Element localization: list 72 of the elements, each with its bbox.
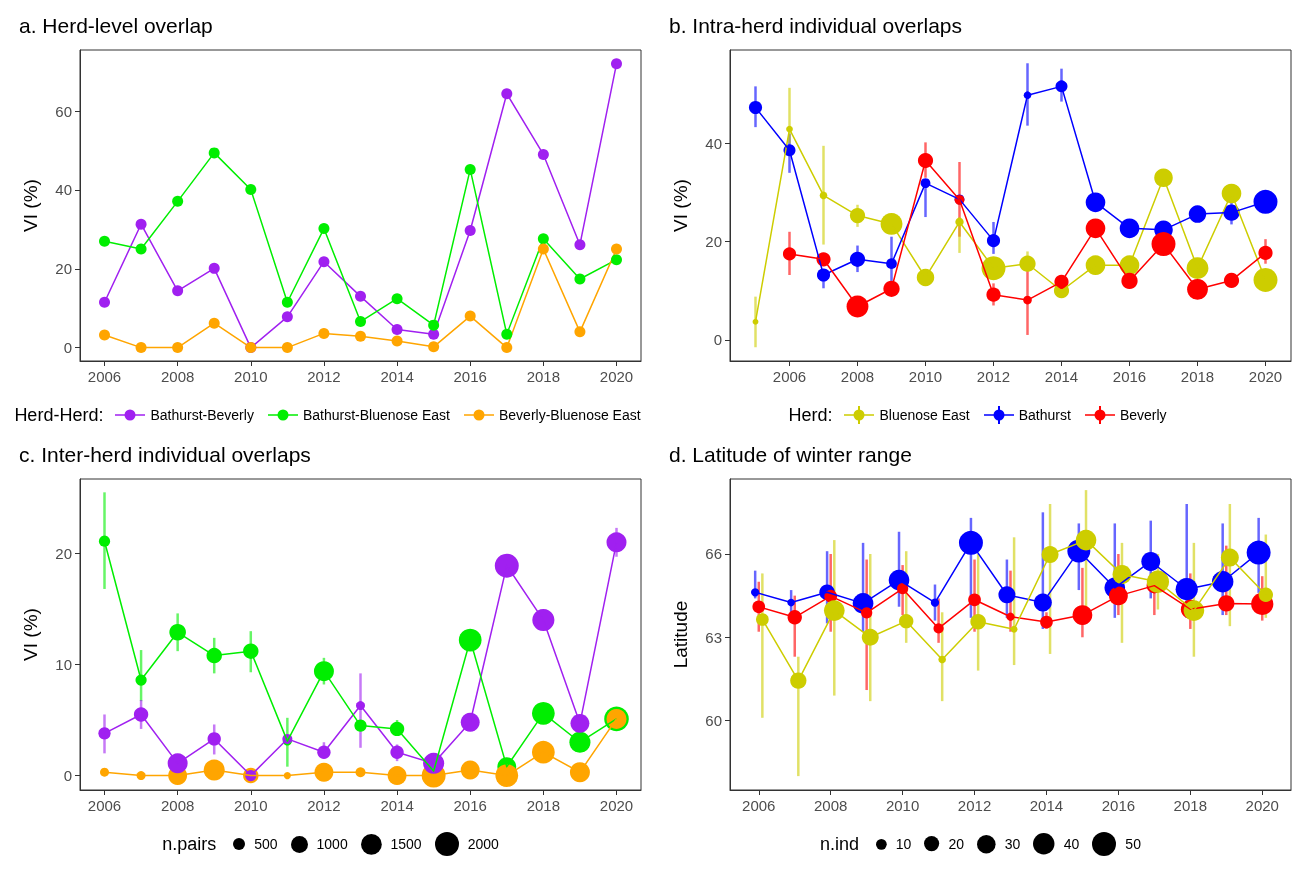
legend-label: 10 bbox=[895, 836, 912, 852]
legend-label: Bluenose East bbox=[879, 407, 970, 423]
chart-title: d. Latitude of winter range bbox=[669, 443, 912, 466]
legend-label: Beverly bbox=[1119, 407, 1167, 423]
legend-label: 2000 bbox=[467, 836, 499, 852]
y-tick-label: 20 bbox=[705, 233, 722, 251]
y-tick-label: 66 bbox=[705, 545, 722, 563]
x-tick-label: 2008 bbox=[840, 368, 875, 385]
y-tick-label: 20 bbox=[55, 260, 72, 278]
legend-title: Herd-Herd: bbox=[14, 404, 104, 426]
x-tick-label: 2020 bbox=[1245, 797, 1279, 814]
x-tick-label: 2020 bbox=[1248, 368, 1283, 385]
x-tick-label: 2010 bbox=[234, 797, 268, 814]
y-tick-label: 40 bbox=[55, 181, 72, 199]
x-tick-label: 2016 bbox=[453, 797, 487, 814]
x-tick-label: 2012 bbox=[957, 797, 992, 814]
legend-label: 20 bbox=[948, 835, 965, 852]
chart-title: b. Intra-herd individual overlaps bbox=[669, 14, 962, 37]
chart-title: c. Inter-herd individual overlaps bbox=[19, 443, 311, 466]
y-axis-title: VI (%) bbox=[20, 179, 41, 232]
x-tick-label: 2008 bbox=[814, 797, 848, 814]
x-tick-label: 2010 bbox=[908, 368, 943, 385]
x-tick-label: 2010 bbox=[234, 368, 268, 385]
y-tick-label: 60 bbox=[705, 712, 722, 730]
y-tick-label: 10 bbox=[55, 655, 72, 673]
x-tick-label: 2020 bbox=[599, 368, 634, 385]
legend-title: n.ind bbox=[820, 833, 860, 855]
legend-label: 30 bbox=[1004, 835, 1021, 852]
x-tick-label: 2018 bbox=[526, 368, 561, 385]
legend-label: Bathurst-Bluenose East bbox=[302, 407, 450, 423]
x-tick-label: 2018 bbox=[1173, 797, 1207, 814]
y-tick-label: 0 bbox=[63, 767, 72, 785]
x-tick-label: 2010 bbox=[885, 797, 920, 814]
y-tick-label: 40 bbox=[705, 134, 722, 152]
legend-label: Bathurst-Beverly bbox=[150, 407, 254, 423]
x-tick-label: 2008 bbox=[160, 797, 195, 814]
x-tick-label: 2012 bbox=[976, 368, 1011, 385]
legend-label: 1000 bbox=[316, 836, 348, 852]
x-tick-label: 2014 bbox=[380, 368, 414, 385]
legend-label: 50 bbox=[1125, 836, 1141, 852]
x-tick-label: 2012 bbox=[307, 368, 341, 385]
legend-label: 1500 bbox=[390, 836, 422, 852]
legend-label: 500 bbox=[254, 836, 278, 852]
y-axis-title: VI (%) bbox=[20, 608, 41, 661]
y-axis-title: Latitude bbox=[670, 600, 691, 669]
y-tick-label: 0 bbox=[713, 331, 722, 349]
x-tick-label: 2006 bbox=[87, 797, 122, 814]
legend-label: 40 bbox=[1063, 835, 1080, 852]
chart-title: a. Herd-level overlap bbox=[19, 14, 213, 37]
x-tick-label: 2008 bbox=[160, 368, 195, 385]
x-tick-label: 2020 bbox=[599, 797, 634, 814]
x-tick-label: 2014 bbox=[1029, 797, 1064, 814]
x-tick-label: 2018 bbox=[526, 797, 561, 814]
x-tick-label: 2016 bbox=[453, 368, 487, 385]
x-tick-label: 2006 bbox=[87, 368, 122, 385]
x-tick-label: 2014 bbox=[380, 797, 414, 814]
x-tick-label: 2016 bbox=[1101, 797, 1136, 814]
x-tick-label: 2006 bbox=[772, 368, 807, 385]
legend-title: Herd: bbox=[788, 404, 833, 426]
legend-title: n.pairs bbox=[162, 833, 217, 855]
x-tick-label: 2012 bbox=[307, 797, 341, 814]
y-tick-label: 0 bbox=[63, 339, 72, 357]
legend-label: Beverly-Bluenose East bbox=[498, 407, 641, 423]
x-tick-label: 2014 bbox=[1044, 368, 1079, 385]
y-tick-label: 63 bbox=[705, 628, 722, 646]
legend-label: Bathurst bbox=[1018, 407, 1071, 423]
x-tick-label: 2016 bbox=[1112, 368, 1147, 385]
x-tick-label: 2018 bbox=[1180, 368, 1215, 385]
y-tick-label: 20 bbox=[55, 544, 72, 562]
y-tick-label: 60 bbox=[55, 102, 72, 120]
y-axis-title: VI (%) bbox=[670, 179, 691, 232]
x-tick-label: 2006 bbox=[742, 797, 776, 814]
